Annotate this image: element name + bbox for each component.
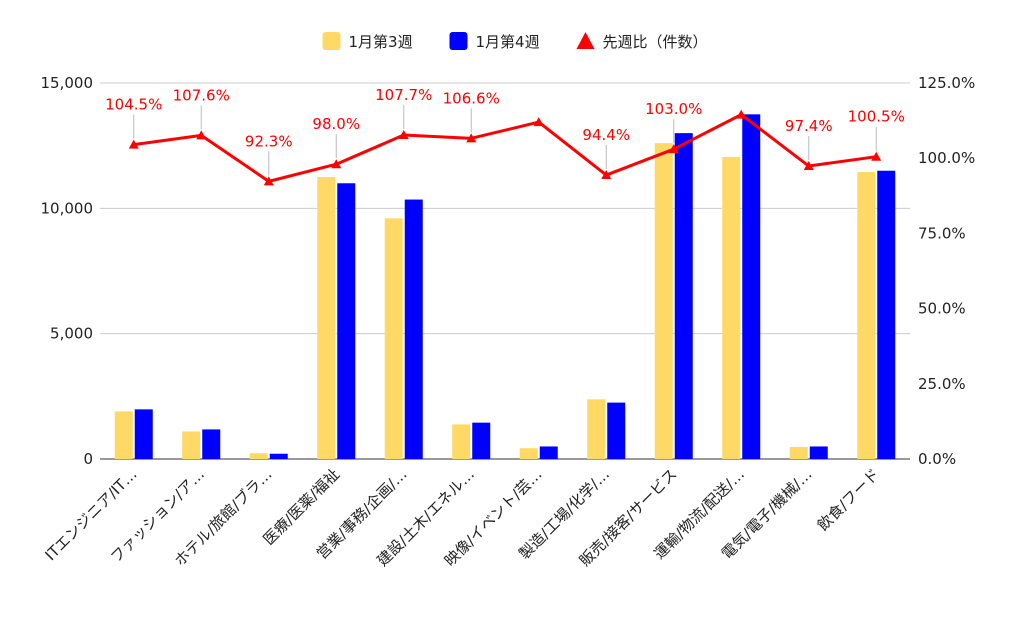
ratio-point-marker <box>871 151 882 161</box>
bar-week3 <box>114 411 133 459</box>
right-axis-tick-label: 50.0% <box>918 300 966 318</box>
legend-swatch <box>449 32 468 50</box>
ratio-point-marker <box>331 159 342 169</box>
legend-swatch <box>322 32 341 50</box>
left-axis-tick-label: 15,000 <box>41 74 94 92</box>
left-axis-tick-label: 5,000 <box>50 325 93 343</box>
left-axis-tick-label: 0 <box>83 450 93 468</box>
bar-week3 <box>384 218 403 459</box>
legend-label: 1月第3週 <box>349 33 413 51</box>
bar-week4 <box>674 133 693 459</box>
ratio-point-marker <box>398 130 409 140</box>
ratio-point-marker <box>533 117 544 127</box>
ratio-data-label: 104.5% <box>105 96 162 114</box>
bar-week3 <box>587 399 606 459</box>
bar-week3 <box>857 171 876 459</box>
ratio-data-label: 98.0% <box>312 115 360 133</box>
ratio-point-marker <box>736 109 747 119</box>
ratio-data-label: 107.6% <box>173 86 230 104</box>
ratio-point-marker <box>601 170 612 180</box>
right-axis-tick-label: 100.0% <box>918 149 975 167</box>
gridlines <box>100 82 910 460</box>
bar-week3 <box>317 177 336 459</box>
left-axis-tick-label: 10,000 <box>41 199 94 217</box>
ratio-data-label: 100.5% <box>848 108 905 126</box>
bar-week3 <box>182 431 201 459</box>
ratio-point-marker <box>196 130 207 140</box>
bar-week3 <box>249 453 268 459</box>
ratio-data-label: 94.4% <box>582 126 630 144</box>
bar-week3 <box>654 143 673 459</box>
ratio-point-marker <box>128 139 139 149</box>
bar-week4 <box>337 183 356 459</box>
ratio-line-series: 104.5% 107.6% 92.3% 98.0% 107.7% 106.6% 94.4% 1… <box>105 86 905 186</box>
bar-week3 <box>519 448 538 459</box>
category-label: 飲食/フード <box>814 465 883 534</box>
right-axis-tick-label: 25.0% <box>918 375 966 393</box>
bar-week3 <box>722 156 741 460</box>
legend-label: 1月第4週 <box>476 33 540 51</box>
ratio-point-marker <box>263 176 274 186</box>
right-axis-tick-label: 75.0% <box>918 224 966 242</box>
bar-week4 <box>607 402 626 459</box>
legend-label: 先週比（件数） <box>603 33 708 51</box>
ratio-data-label: 103.0% <box>645 100 702 118</box>
ratio-data-label: 97.4% <box>785 117 833 135</box>
ratio-data-label: 106.6% <box>443 89 500 107</box>
bar-week4 <box>742 114 761 459</box>
ratio-line <box>133 113 877 183</box>
bar-week4 <box>877 170 896 459</box>
bar-week4 <box>202 429 221 459</box>
bar-week4 <box>809 446 828 459</box>
legend: 1月第3週 1月第4週 先週比（件数） <box>322 32 708 51</box>
legend-marker <box>576 32 595 49</box>
axes: 0 5,000 10,000 15,000 0.0% 25.0% 50.0% 75.0% 100… <box>41 74 976 570</box>
bar-week4 <box>472 422 491 459</box>
ratio-data-label: 92.3% <box>245 132 293 150</box>
ratio-point-marker <box>803 161 814 171</box>
bar-week3 <box>452 424 471 459</box>
ratio-data-label: 107.7% <box>375 86 432 104</box>
ratio-point-marker <box>668 144 679 154</box>
bar-week3 <box>789 446 808 459</box>
bar-week4 <box>134 409 153 459</box>
right-axis-tick-label: 0.0% <box>918 450 956 468</box>
bar-series <box>114 114 896 460</box>
ratio-point-marker <box>466 133 477 143</box>
bar-week4 <box>404 199 423 459</box>
bar-week4 <box>539 446 558 459</box>
right-axis-tick-label: 125.0% <box>918 74 975 92</box>
bar-week4 <box>269 453 288 459</box>
